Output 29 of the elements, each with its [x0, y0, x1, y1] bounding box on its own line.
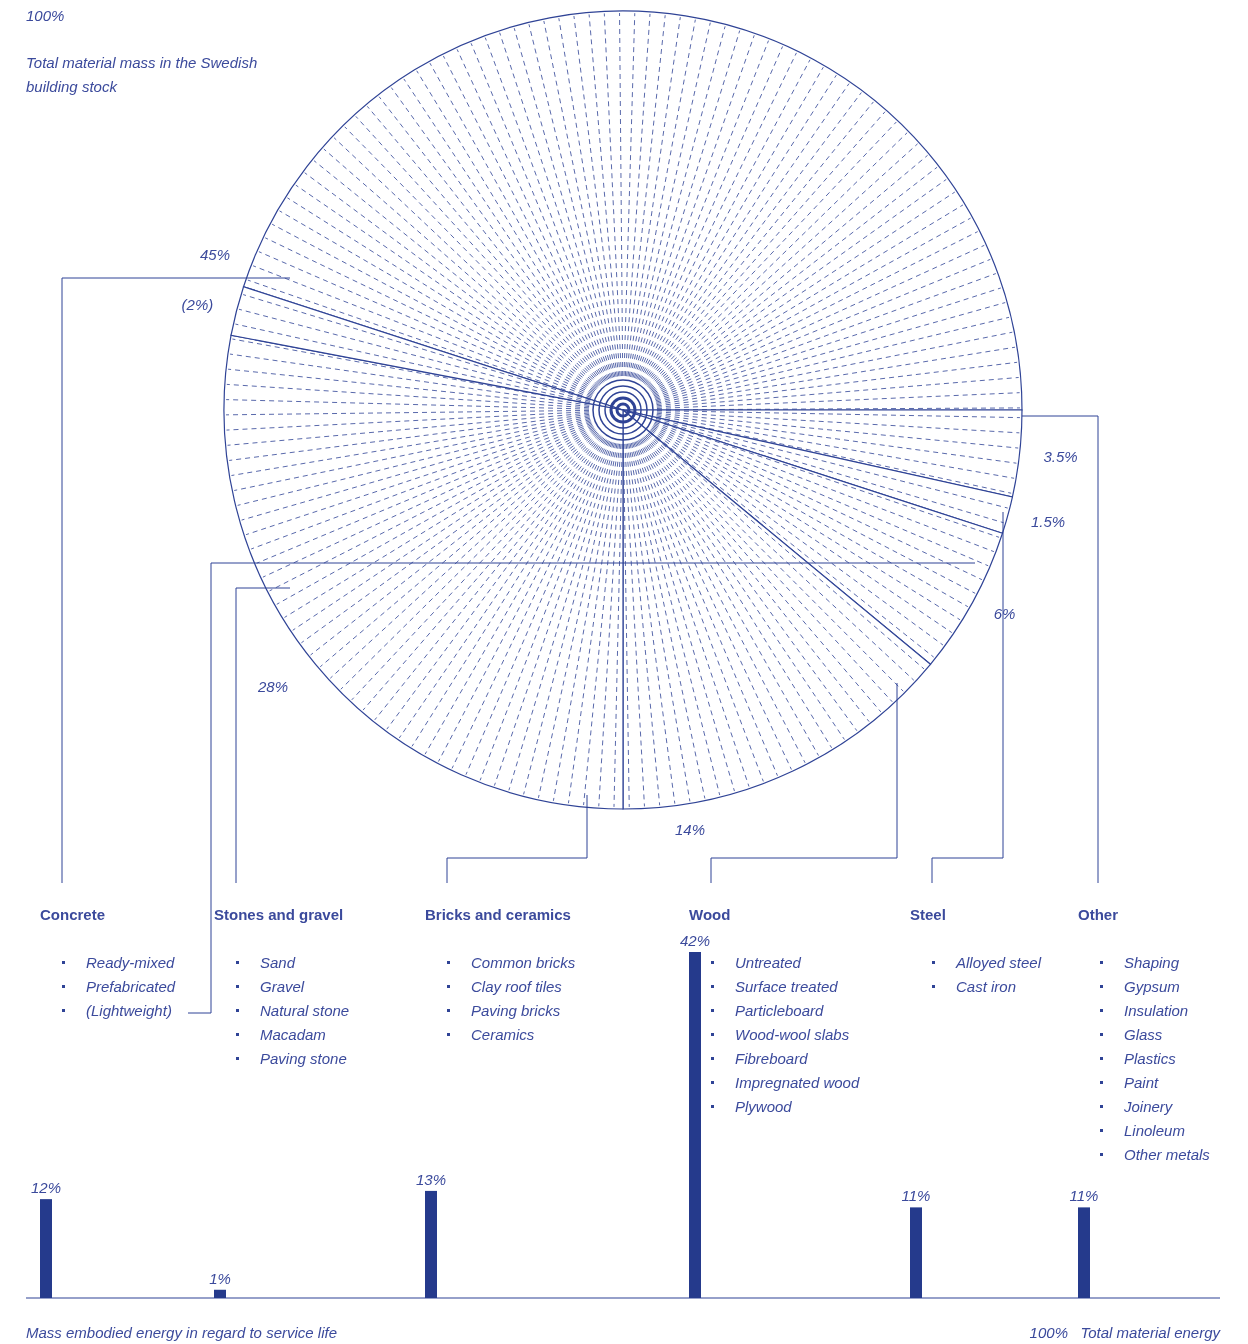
x-tick-label: Stones and gravel	[214, 906, 344, 923]
data-label: 1.5%	[1031, 512, 1066, 530]
data-label: 1%	[209, 1269, 231, 1287]
text: Total material mass in the Swedish building stock	[26, 54, 258, 95]
data-label: 3.5%	[1043, 447, 1078, 465]
x-tick-label: Other	[1078, 906, 1119, 923]
annotation: Ready-mixed Prefabricated (Lightweight)	[86, 954, 176, 1019]
data-label: 28%	[256, 678, 289, 696]
annotation: Sand Gravel Natural stone Macadam Paving stone	[260, 954, 350, 1067]
annotation: Alloyed steel Cast iron	[955, 954, 1042, 995]
data-label: 11%	[1069, 1187, 1099, 1205]
text: Shaping Gypsum Insulation Glass Plastics Paint Joinery Linoleum Other metals	[1124, 954, 1210, 1163]
data-label: (2%)	[181, 296, 214, 314]
data-label: 45%	[199, 246, 231, 264]
x-tick-label: Wood	[689, 906, 731, 923]
text: 100% Total material energy	[1029, 1324, 1222, 1341]
data-label: 11%	[901, 1187, 931, 1205]
data-label: 14%	[674, 821, 706, 839]
annotation: Untreated Surface treated Particleboard Wood-wool slabs Fibreboard Impregnated wood Plywood	[735, 954, 860, 1115]
data-label: 42%	[679, 932, 711, 949]
data-label: 6%	[993, 605, 1016, 623]
data-label: 12%	[30, 1179, 62, 1197]
x-tick-label: Steel	[910, 906, 946, 923]
annotation: Common bricks Clay roof tiles Paving bricks Ceramics	[471, 954, 576, 1043]
x-axis-title: Mass embodied energy in regard to service life	[26, 1324, 337, 1341]
text: 100%	[26, 7, 65, 24]
x-tick-label: Concrete	[40, 906, 106, 923]
x-tick-label: Bricks and ceramics	[425, 906, 571, 923]
data-label: 13%	[415, 1170, 447, 1188]
